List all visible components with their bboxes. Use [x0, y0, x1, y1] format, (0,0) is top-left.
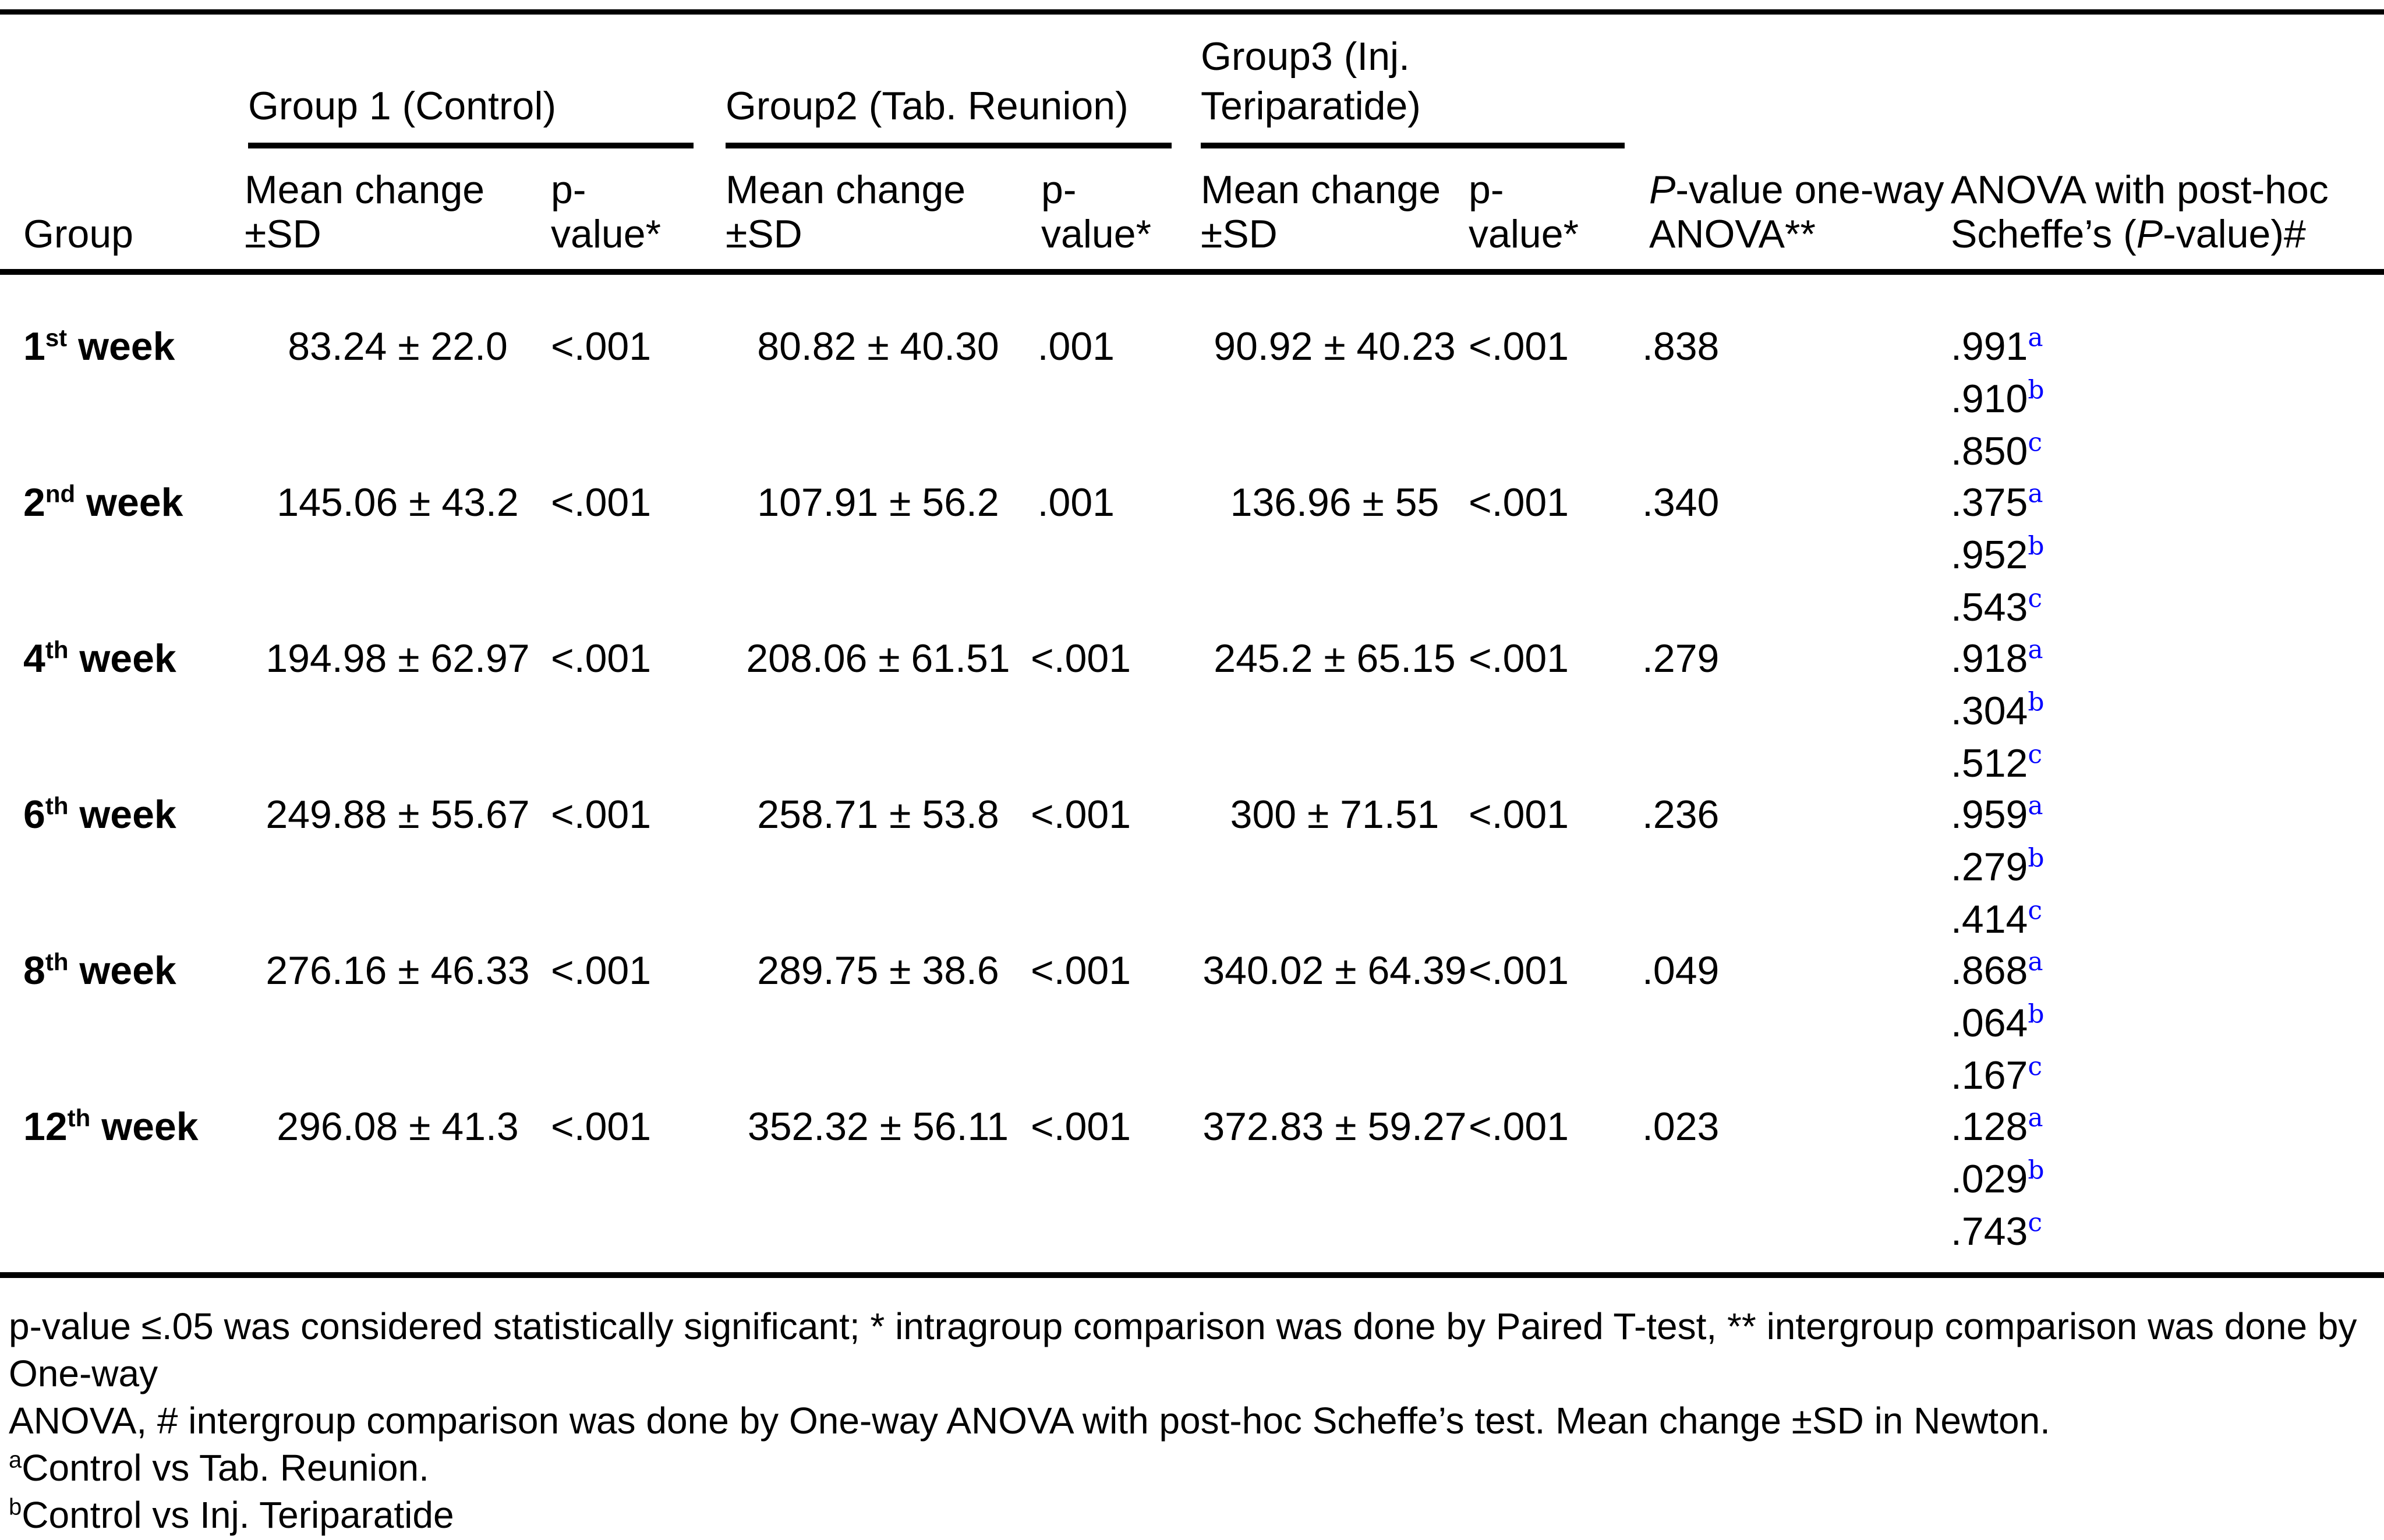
footnote-a: aControl vs Tab. Reunion. [9, 1447, 429, 1489]
g3-mean-sd: 136.96 ± 55 [1230, 480, 1439, 525]
anova-p-value: .279 [1642, 636, 1720, 681]
week-label: 12th week [23, 1104, 199, 1149]
g3-mean-sd: 372.83 ± 59.27 [1202, 1104, 1467, 1149]
g1-pvalue-header: p- value* [551, 168, 662, 256]
g3-mean-sd: 245.2 ± 65.15 [1214, 636, 1456, 681]
g3-p-value: <.001 [1469, 480, 1569, 525]
oneway-anova-header: P-value one-way ANOVA** [1649, 168, 1944, 256]
g3-p-value: <.001 [1469, 948, 1569, 993]
g1-p-value: <.001 [551, 480, 652, 525]
anova-p-value: .049 [1642, 948, 1720, 993]
g1-p-value: <.001 [551, 324, 652, 369]
week-label: 8th week [23, 948, 176, 993]
g2-p-value: .001 [1037, 480, 1115, 525]
g1-p-value: <.001 [551, 1104, 652, 1149]
table-row: 6th week 249.88 ± 55.67 <.001 258.71 ± 5… [0, 788, 2384, 946]
header-bottom-rule [0, 269, 2384, 275]
g2-mean-sd: 208.06 ± 61.51 [746, 636, 1010, 681]
g2-mean-sd: 80.82 ± 40.30 [757, 324, 999, 369]
group3-header: Group3 (Inj. Teriparatide) [1201, 34, 1421, 128]
footnote-methods: ANOVA, # intergroup comparison was done … [9, 1400, 2050, 1442]
group-header-band: Group 1 (Control) Group2 (Tab. Reunion) … [0, 32, 2384, 131]
g1-mean-sd: 296.08 ± 41.3 [277, 1104, 519, 1149]
g2-p-value: <.001 [1031, 792, 1131, 837]
footnote-b: bControl vs Inj. Teriparatide [9, 1494, 454, 1536]
g3-p-value: <.001 [1469, 636, 1569, 681]
week-label: 1st week [23, 324, 175, 369]
g2-mean-sd: 107.91 ± 56.2 [757, 480, 999, 525]
g1-mean-sd: 145.06 ± 43.2 [277, 480, 519, 525]
g1-p-value: <.001 [551, 948, 652, 993]
g3-mean-sd: 90.92 ± 40.23 [1214, 324, 1456, 369]
g3-p-value: <.001 [1469, 1104, 1569, 1149]
corner-header-group: Group [23, 212, 133, 256]
posthoc-values: .375a .952b .543c [1951, 479, 2045, 629]
g1-mean-sd: 83.24 ± 22.0 [288, 324, 508, 369]
g1-p-value: <.001 [551, 792, 652, 837]
week-label: 4th week [23, 636, 176, 681]
table-row: 8th week 276.16 ± 46.33 <.001 289.75 ± 3… [0, 944, 2384, 1102]
g2-p-value: <.001 [1031, 1104, 1131, 1149]
table-row: 1st week 83.24 ± 22.0 <.001 80.82 ± 40.3… [0, 320, 2384, 477]
posthoc-values: .918a .304b .512c [1951, 635, 2045, 785]
anova-p-value: .838 [1642, 324, 1720, 369]
g3-p-value: <.001 [1469, 792, 1569, 837]
week-label: 2nd week [23, 480, 183, 525]
g2-pvalue-header: p- value* [1041, 168, 1152, 256]
posthoc-scheffe-header: ANOVA with post-hoc Scheffe’s (P-value)# [1951, 168, 2329, 256]
group3-underline-rule [1201, 143, 1625, 148]
g1-p-value: <.001 [551, 636, 652, 681]
table-row: 2nd week 145.06 ± 43.2 <.001 107.91 ± 56… [0, 476, 2384, 633]
anova-p-value: .023 [1642, 1104, 1720, 1149]
anova-p-value: .236 [1642, 792, 1720, 837]
group1-underline-rule [248, 143, 694, 148]
anova-p-value: .340 [1642, 480, 1720, 525]
table-row: 4th week 194.98 ± 62.97 <.001 208.06 ± 6… [0, 632, 2384, 790]
group2-underline-rule [726, 143, 1172, 148]
g1-mean-sd: 194.98 ± 62.97 [266, 636, 530, 681]
g3-p-value: <.001 [1469, 324, 1569, 369]
group2-header: Group2 (Tab. Reunion) [726, 84, 1129, 128]
g2-mean-sd: 352.32 ± 56.11 [747, 1104, 1009, 1149]
g2-mean-sd: 289.75 ± 38.6 [757, 948, 999, 993]
g3-mean-sd: 300 ± 71.51 [1230, 792, 1439, 837]
g1-mean-header: Mean change ±SD [245, 168, 485, 256]
table-footnotes: p-value ≤.05 was considered statisticall… [9, 1303, 2379, 1540]
g1-mean-sd: 249.88 ± 55.67 [266, 792, 530, 837]
posthoc-values: .959a .279b .414c [1951, 791, 2045, 941]
footnote-significance: p-value ≤.05 was considered statisticall… [9, 1305, 2357, 1394]
posthoc-values: .128a .029b .743c [1951, 1103, 2045, 1254]
table-top-rule [0, 9, 2384, 15]
g2-p-value: .001 [1037, 324, 1115, 369]
g2-p-value: <.001 [1031, 636, 1131, 681]
g2-mean-header: Mean change ±SD [726, 168, 966, 256]
table-bottom-rule [0, 1272, 2384, 1278]
group1-header: Group 1 (Control) [248, 84, 557, 128]
column-header-row: Group Mean change ±SD p- value* Mean cha… [0, 168, 2384, 256]
posthoc-values: .868a .064b .167c [1951, 947, 2045, 1098]
week-label: 6th week [23, 792, 176, 837]
g3-mean-header: Mean change ±SD [1201, 168, 1441, 256]
posthoc-values: .991a .910b .850c [1951, 323, 2045, 473]
g2-mean-sd: 258.71 ± 53.8 [757, 792, 999, 837]
g2-p-value: <.001 [1031, 948, 1131, 993]
g3-pvalue-header: p- value* [1469, 168, 1579, 256]
g1-mean-sd: 276.16 ± 46.33 [266, 948, 530, 993]
g3-mean-sd: 340.02 ± 64.39 [1202, 948, 1467, 993]
table-row: 12th week 296.08 ± 41.3 <.001 352.32 ± 5… [0, 1100, 2384, 1258]
